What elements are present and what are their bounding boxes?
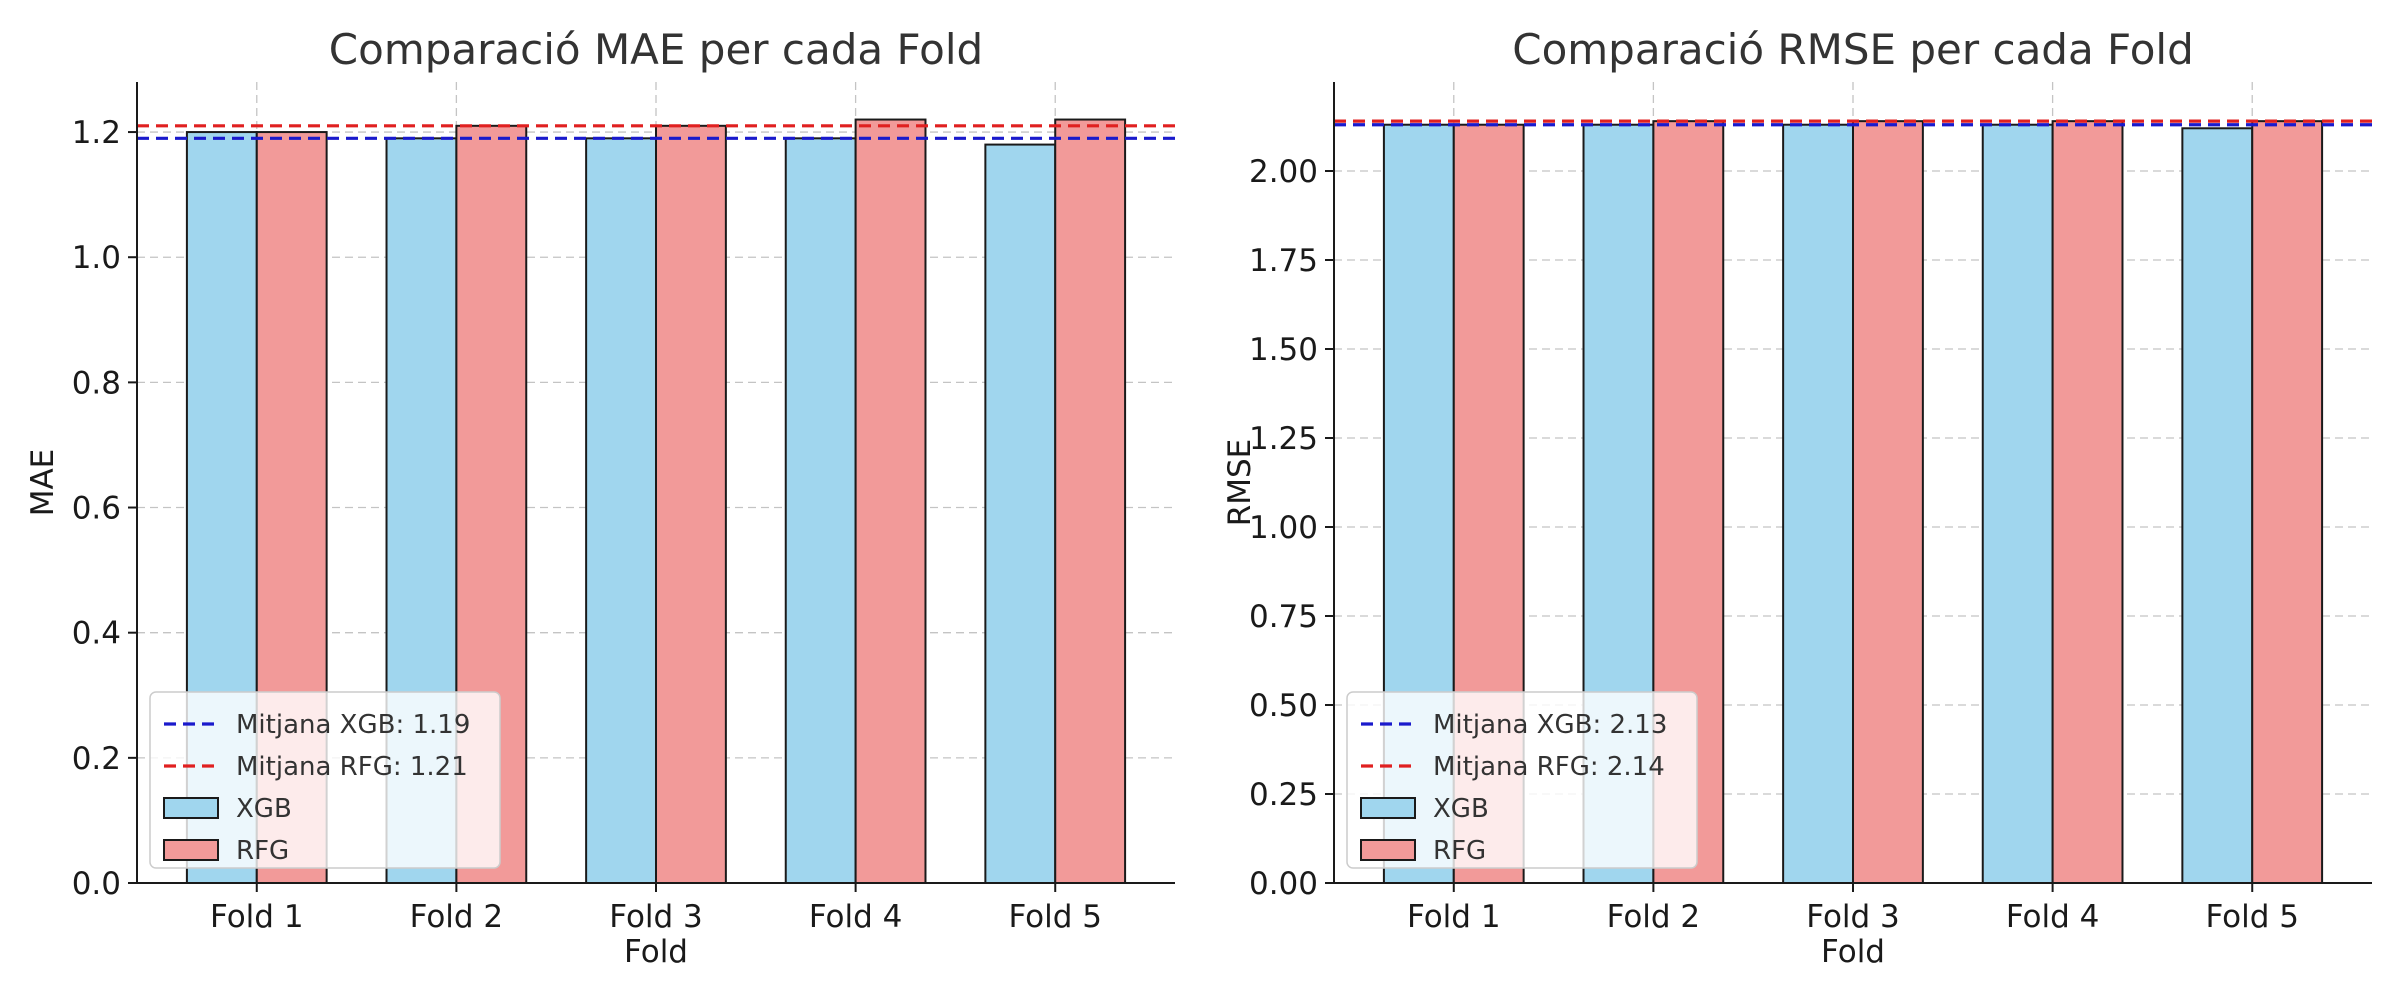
x-tick-label: Fold 5 — [1008, 899, 1102, 935]
legend-patch-swatch — [1360, 797, 1416, 819]
legend-patch-swatch — [1360, 839, 1416, 861]
x-tick-label: Fold 5 — [2205, 899, 2299, 935]
legend-label: Mitjana RFG: 1.21 — [236, 752, 468, 782]
y-axis-label: RMSE — [1222, 439, 1258, 527]
y-axis-label: MAE — [25, 449, 61, 517]
x-tick-label: Fold 4 — [809, 899, 903, 935]
x-tick-label: Fold 2 — [410, 899, 504, 935]
bar-xgb-5 — [2181, 127, 2254, 884]
legend-patch-swatch — [163, 797, 219, 819]
x-tick-label: Fold 3 — [609, 899, 703, 935]
bar-xgb-4 — [1981, 123, 2054, 885]
y-tick-label: 0.25 — [1249, 777, 1318, 813]
legend-patch-swatch — [163, 839, 219, 861]
bar-xgb-5 — [984, 143, 1057, 884]
y-tick-label: 1.50 — [1249, 332, 1318, 368]
y-tick-label: 0.0 — [72, 866, 121, 902]
legend-label: RFG — [1433, 836, 1486, 866]
bar-xgb-4 — [784, 137, 857, 884]
x-axis-label: Fold — [1821, 934, 1885, 970]
y-tick-label: 1.75 — [1249, 243, 1318, 279]
y-tick-label: 1.25 — [1249, 421, 1318, 457]
y-tick-label: 0.50 — [1249, 688, 1318, 724]
x-tick-label: Fold 1 — [1407, 899, 1501, 935]
y-tick-label: 0.6 — [72, 491, 121, 527]
y-tick-label: 1.2 — [72, 115, 121, 151]
bar-rfg-4 — [854, 118, 927, 884]
y-tick-label: 2.00 — [1249, 154, 1318, 190]
y-tick-label: 0.2 — [72, 741, 121, 777]
y-tick-label: 0.75 — [1249, 599, 1318, 635]
legend-box — [149, 691, 501, 869]
y-tick-label: 0.8 — [72, 365, 121, 401]
bar-rfg-3 — [655, 124, 727, 884]
chart-title: Comparació RMSE per cada Fold — [1512, 25, 2194, 74]
bar-xgb-3 — [1782, 123, 1855, 885]
bar-xgb-3 — [585, 137, 658, 884]
x-tick-label: Fold 3 — [1806, 899, 1900, 935]
x-axis-label: Fold — [624, 934, 688, 970]
legend-label: XGB — [236, 794, 292, 824]
bar-rfg-5 — [1054, 118, 1127, 884]
y-tick-label: 1.0 — [72, 240, 121, 276]
bar-rfg-5 — [2251, 120, 2324, 885]
y-tick-label: 0.4 — [72, 616, 121, 652]
y-tick-label: 1.00 — [1249, 510, 1318, 546]
chart-title: Comparació MAE per cada Fold — [329, 25, 983, 74]
chart-panel-2: 0.00 0.25 0.50 0.75 1.00 1.25 1.50 1.75 2.00 Fold… — [1222, 25, 2372, 970]
legend-label: Mitjana RFG: 2.14 — [1433, 752, 1665, 782]
x-tick-label: Fold 2 — [1607, 899, 1701, 935]
x-tick-label: Fold 1 — [210, 899, 304, 935]
legend-box — [1346, 691, 1698, 869]
legend-label: XGB — [1433, 794, 1489, 824]
y-tick-label: 0.00 — [1249, 866, 1318, 902]
bar-rfg-3 — [1852, 120, 1924, 885]
legend-label: Mitjana XGB: 1.19 — [236, 710, 470, 740]
legend-label: Mitjana XGB: 2.13 — [1433, 710, 1667, 740]
bar-rfg-4 — [2051, 120, 2124, 885]
x-tick-label: Fold 4 — [2006, 899, 2100, 935]
legend-label: RFG — [236, 836, 289, 866]
